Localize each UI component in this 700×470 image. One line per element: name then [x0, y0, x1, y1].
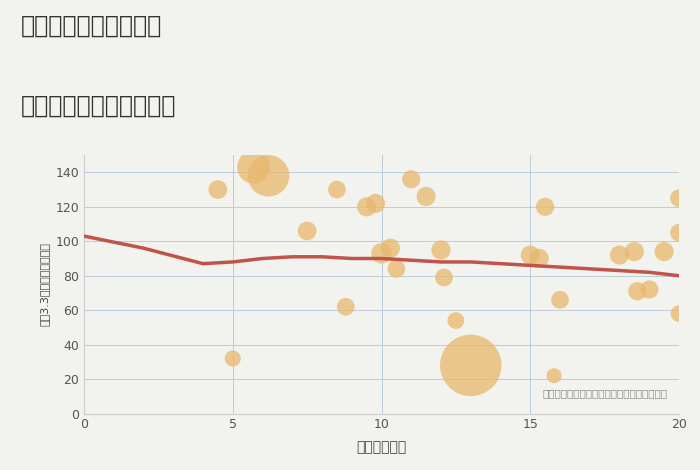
Point: [435, 246, 447, 254]
Point: [632, 288, 643, 295]
Point: [540, 203, 551, 211]
Text: 円の大きさは、取引のあった物件面積を示す: 円の大きさは、取引のあった物件面積を示す: [542, 388, 667, 398]
Point: [331, 186, 342, 193]
Point: [554, 296, 566, 304]
Point: [263, 172, 274, 180]
Point: [370, 200, 381, 207]
Point: [391, 265, 402, 273]
Point: [212, 186, 223, 193]
Text: 駅距離別中古戸建て価格: 駅距離別中古戸建て価格: [21, 94, 176, 118]
Point: [549, 372, 560, 379]
Point: [614, 251, 625, 259]
Point: [673, 310, 685, 317]
Point: [227, 355, 238, 362]
Point: [673, 229, 685, 236]
Point: [385, 244, 396, 252]
Point: [450, 317, 461, 324]
Y-axis label: 坪（3.3㎡）単価（万円）: 坪（3.3㎡）単価（万円）: [40, 243, 50, 326]
Point: [673, 195, 685, 202]
Point: [629, 248, 640, 255]
Point: [406, 175, 417, 183]
Point: [376, 250, 387, 257]
Text: 千葉県柏市手賀の杜の: 千葉県柏市手賀の杜の: [21, 14, 162, 38]
Point: [644, 286, 655, 293]
Point: [248, 164, 259, 171]
Point: [465, 361, 476, 369]
Point: [533, 255, 545, 262]
Point: [438, 274, 449, 281]
Point: [340, 303, 351, 311]
Point: [302, 227, 313, 235]
Point: [525, 251, 536, 259]
Point: [361, 203, 372, 211]
Point: [659, 248, 670, 255]
X-axis label: 駅距離（分）: 駅距離（分）: [356, 440, 407, 454]
Point: [421, 193, 432, 200]
